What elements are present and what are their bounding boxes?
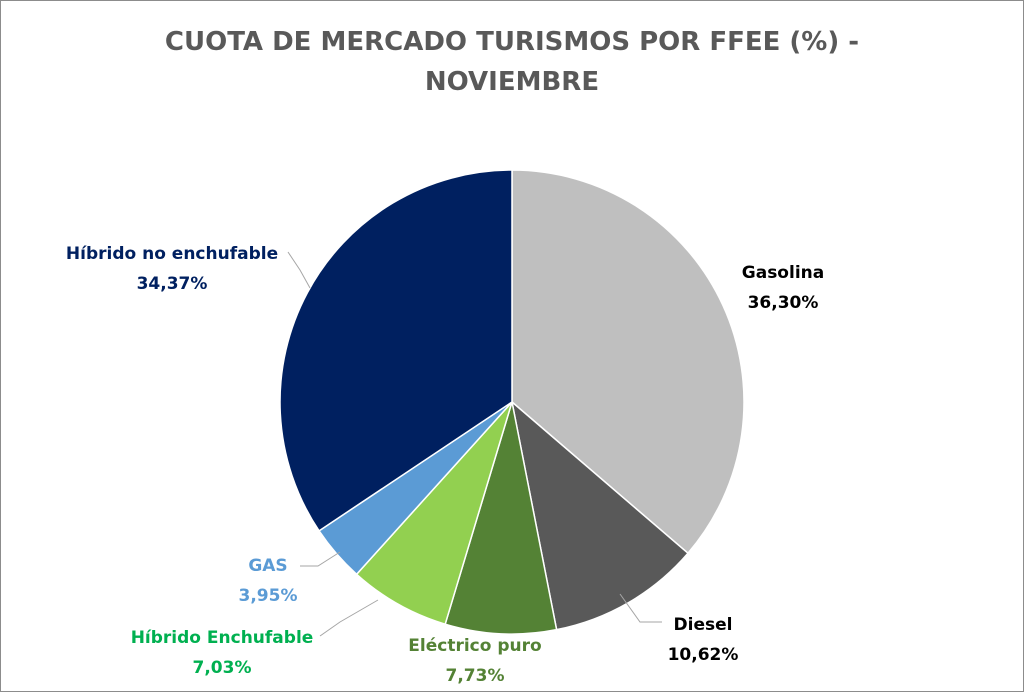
slice-name-label-gasolina: Gasolina (742, 263, 824, 283)
leader-line-gas (300, 551, 341, 567)
slice-name-label-hibrido-enchufable: Híbrido Enchufable (131, 628, 314, 648)
slice-value-label-diesel: 10,62% (668, 645, 739, 665)
slice-value-label-hibrido-enchufable: 7,03% (193, 658, 252, 678)
slice-value-label-gasolina: 36,30% (748, 293, 819, 313)
pie-slice-electrico-puro (444, 401, 558, 635)
slice-name-label-hibrido-no-enchufable: Híbrido no enchufable (66, 244, 278, 264)
chart-title-line-1: CUOTA DE MERCADO TURISMOS POR FFEE (%) - (164, 27, 860, 57)
leader-line-diesel (619, 593, 662, 623)
leader-line-hibrido-enchufable (319, 599, 379, 637)
pie-slice-gasolina (511, 169, 745, 555)
slice-value-label-gas: 3,95% (239, 586, 298, 606)
slice-name-label-gas: GAS (248, 556, 287, 576)
chart-title-line-2: NOVIEMBRE (424, 67, 600, 97)
slice-name-label-electrico-puro: Eléctrico puro (408, 636, 541, 656)
slice-value-label-electrico-puro: 7,73% (446, 666, 505, 686)
leader-line-hibrido-no-enchufable (287, 251, 311, 289)
pie-slice-diesel (510, 400, 689, 631)
slice-name-label-diesel: Diesel (674, 615, 733, 635)
pie-slice-hibrido-enchufable (355, 401, 513, 626)
slice-value-label-hibrido-no-enchufable: 34,37% (137, 274, 208, 294)
pie-slice-hibrido-no-enchufable (279, 169, 513, 532)
chart-title: CUOTA DE MERCADO TURISMOS POR FFEE (%) -… (0, 22, 1024, 102)
